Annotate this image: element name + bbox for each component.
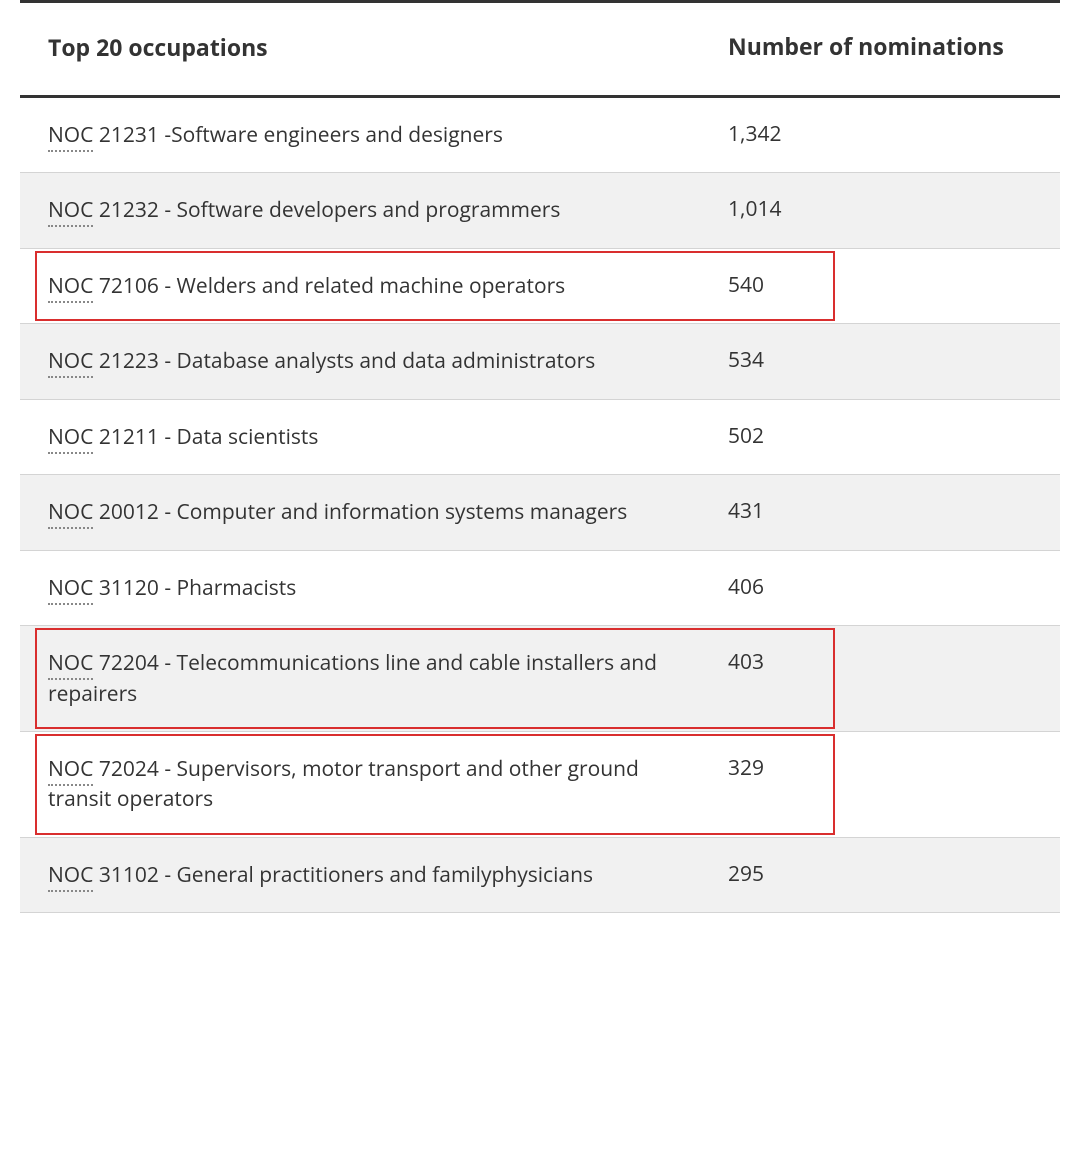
occupation-title: 21232 - Software developers and programm…	[93, 196, 560, 224]
noc-code: NOC	[48, 272, 93, 303]
nominations-cell: 1,014	[728, 195, 1032, 223]
occupation-title: 21223 - Database analysts and data admin…	[93, 347, 595, 375]
noc-code: NOC	[48, 121, 93, 152]
occupation-title: 72106 - Welders and related machine oper…	[93, 272, 565, 300]
noc-code: NOC	[48, 196, 93, 227]
occupation-cell: NOC 31102 - General practitioners and fa…	[48, 860, 728, 890]
occupation-cell: NOC 21223 - Database analysts and data a…	[48, 346, 728, 376]
noc-code: NOC	[48, 755, 93, 786]
table-row: NOC 21211 - Data scientists502	[20, 400, 1060, 475]
table-row: NOC 72106 - Welders and related machine …	[20, 249, 1060, 324]
occupation-title: 21231 -Software engineers and designers	[93, 121, 503, 149]
occupation-cell: NOC 21211 - Data scientists	[48, 422, 728, 452]
nominations-cell: 534	[728, 346, 1032, 374]
occupation-title: 31102 - General practitioners and family…	[93, 861, 593, 889]
table-row: NOC 72204 - Telecommunications line and …	[20, 626, 1060, 732]
occupation-cell: NOC 20012 - Computer and information sys…	[48, 497, 728, 527]
occupation-cell: NOC 21231 -Software engineers and design…	[48, 120, 728, 150]
noc-code: NOC	[48, 498, 93, 529]
table-row: NOC 72024 - Supervisors, motor transport…	[20, 732, 1060, 838]
nominations-cell: 403	[728, 648, 1032, 676]
occupation-title: 20012 - Computer and information systems…	[93, 498, 627, 526]
noc-code: NOC	[48, 861, 93, 892]
occupation-cell: NOC 21232 - Software developers and prog…	[48, 195, 728, 225]
table-row: NOC 21223 - Database analysts and data a…	[20, 324, 1060, 399]
occupation-title: 72204 - Telecommunications line and cabl…	[48, 649, 657, 707]
noc-code: NOC	[48, 649, 93, 680]
table-row: NOC 31102 - General practitioners and fa…	[20, 838, 1060, 913]
nominations-cell: 540	[728, 271, 1032, 299]
occupation-cell: NOC 31120 - Pharmacists	[48, 573, 728, 603]
noc-code: NOC	[48, 574, 93, 605]
occupation-title: 31120 - Pharmacists	[93, 574, 296, 602]
table-body: NOC 21231 -Software engineers and design…	[20, 98, 1060, 913]
table-row: NOC 21232 - Software developers and prog…	[20, 173, 1060, 248]
table-row: NOC 20012 - Computer and information sys…	[20, 475, 1060, 550]
nominations-cell: 502	[728, 422, 1032, 450]
nominations-cell: 329	[728, 754, 1032, 782]
noc-code: NOC	[48, 423, 93, 454]
table: Top 20 occupations Number of nominations…	[20, 0, 1060, 913]
occupation-cell: NOC 72106 - Welders and related machine …	[48, 271, 728, 301]
nominations-cell: 295	[728, 860, 1032, 888]
nominations-cell: 431	[728, 497, 1032, 525]
header-nominations: Number of nominations	[728, 31, 1032, 63]
table-row: NOC 31120 - Pharmacists406	[20, 551, 1060, 626]
nominations-cell: 1,342	[728, 120, 1032, 148]
occupation-cell: NOC 72204 - Telecommunications line and …	[48, 648, 728, 709]
occupation-cell: NOC 72024 - Supervisors, motor transport…	[48, 754, 728, 815]
nominations-cell: 406	[728, 573, 1032, 601]
occupations-table: Top 20 occupations Number of nominations…	[0, 0, 1080, 913]
table-row: NOC 21231 -Software engineers and design…	[20, 98, 1060, 173]
occupation-title: 21211 - Data scientists	[93, 423, 318, 451]
occupation-title: 72024 - Supervisors, motor transport and…	[48, 755, 639, 813]
table-header: Top 20 occupations Number of nominations	[20, 3, 1060, 98]
header-occupations: Top 20 occupations	[48, 31, 728, 63]
noc-code: NOC	[48, 347, 93, 378]
